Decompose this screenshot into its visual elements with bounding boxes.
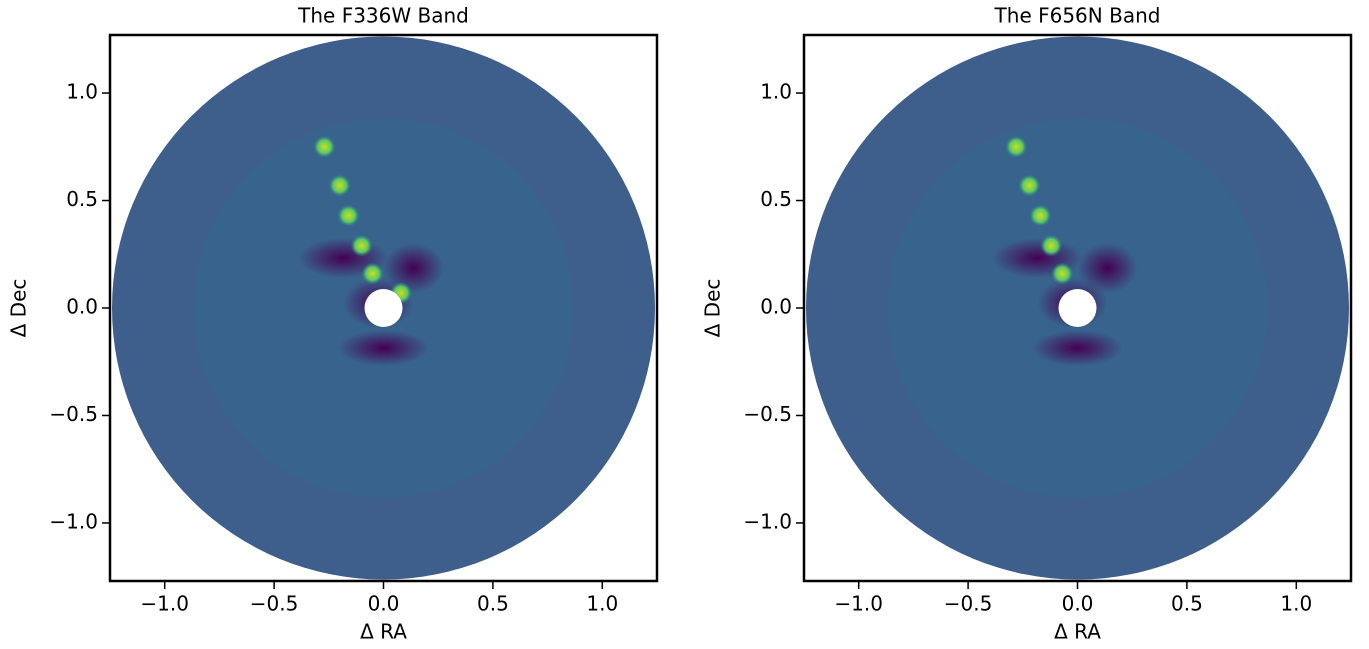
y-tick-label: −1.0	[743, 509, 792, 533]
y-tick-label: −1.0	[49, 509, 98, 533]
x-tick-label: 0.0	[1062, 592, 1094, 616]
y-tick-label: −0.5	[743, 402, 792, 426]
dark-patch	[1032, 330, 1123, 366]
y-tick-label: 1.0	[760, 80, 792, 104]
y-tick-label: 0.0	[66, 295, 98, 319]
x-axis-label: Δ RA	[1054, 620, 1101, 644]
chart-title: The F656N Band	[994, 4, 1161, 28]
x-tick-label: −1.0	[140, 592, 189, 616]
x-tick-label: −0.5	[944, 592, 993, 616]
x-tick-label: 0.5	[1171, 592, 1203, 616]
source	[337, 204, 360, 227]
source	[350, 234, 373, 257]
mask	[364, 289, 403, 327]
dark-patch	[383, 243, 444, 293]
source	[1040, 234, 1063, 257]
source	[313, 135, 336, 158]
dark-patch	[1077, 243, 1138, 293]
x-tick-label: −0.5	[250, 592, 299, 616]
source	[328, 174, 351, 197]
x-tick-label: 0.5	[477, 592, 509, 616]
x-tick-label: −1.0	[834, 592, 883, 616]
y-tick-label: −0.5	[49, 402, 98, 426]
mask	[1058, 289, 1097, 327]
dark-patch	[338, 330, 429, 366]
y-tick-label: 0.5	[66, 187, 98, 211]
source	[1029, 204, 1052, 227]
y-tick-label: 0.0	[760, 295, 792, 319]
source	[361, 262, 384, 285]
x-tick-label: 1.0	[1280, 592, 1312, 616]
source	[1018, 174, 1041, 197]
x-tick-label: 1.0	[586, 592, 618, 616]
chart-title: The F336W Band	[297, 4, 469, 28]
y-tick-label: 1.0	[66, 80, 98, 104]
source	[1005, 135, 1028, 158]
source	[1051, 262, 1074, 285]
y-axis-label: Δ Dec	[701, 279, 725, 338]
x-tick-label: 0.0	[368, 592, 400, 616]
x-axis-label: Δ RA	[360, 620, 407, 644]
y-tick-label: 0.5	[760, 187, 792, 211]
y-axis-label: Δ Dec	[7, 279, 31, 338]
